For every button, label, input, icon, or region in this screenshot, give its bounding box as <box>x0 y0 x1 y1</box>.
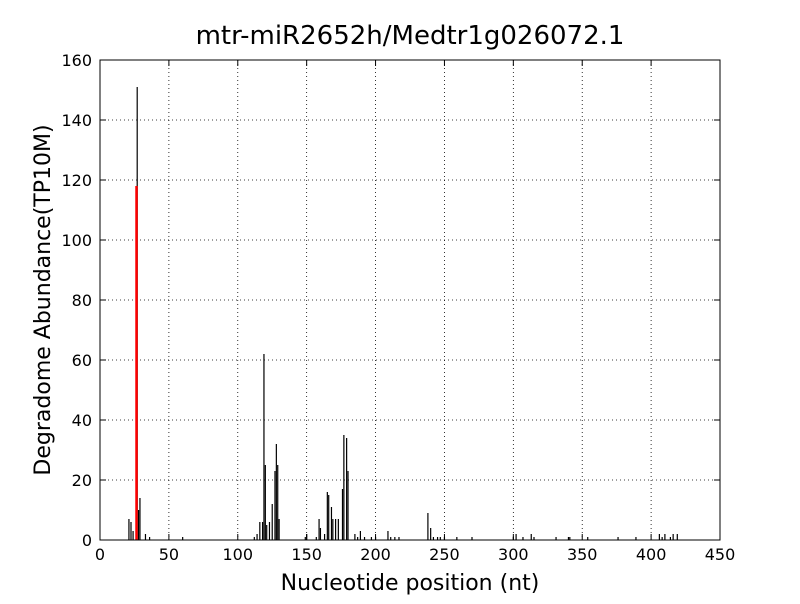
x-axis-label: Nucleotide position (nt) <box>281 571 540 596</box>
y-tick-label: 60 <box>72 351 92 370</box>
y-tick-label: 80 <box>72 291 92 310</box>
y-tick-label: 120 <box>61 171 92 190</box>
x-tick-label: 400 <box>636 545 667 564</box>
y-tick-label: 40 <box>72 411 92 430</box>
x-tick-label: 450 <box>705 545 736 564</box>
x-tick-label: 300 <box>498 545 529 564</box>
x-tick-label: 100 <box>223 545 254 564</box>
x-tick-label: 50 <box>159 545 179 564</box>
y-tick-label: 0 <box>82 531 92 550</box>
y-tick-label: 160 <box>61 51 92 70</box>
y-tick-label: 100 <box>61 231 92 250</box>
x-tick-label: 150 <box>291 545 322 564</box>
y-axis-label: Degradome Abundance(TP10M) <box>31 124 56 475</box>
x-tick-label: 250 <box>429 545 460 564</box>
x-tick-label: 350 <box>567 545 598 564</box>
chart-title: mtr-miR2652h/Medtr1g026072.1 <box>196 21 625 51</box>
y-tick-label: 140 <box>61 111 92 130</box>
x-tick-label: 0 <box>95 545 105 564</box>
y-tick-label: 20 <box>72 471 92 490</box>
x-tick-label: 200 <box>360 545 391 564</box>
plot-frame <box>99 59 721 541</box>
